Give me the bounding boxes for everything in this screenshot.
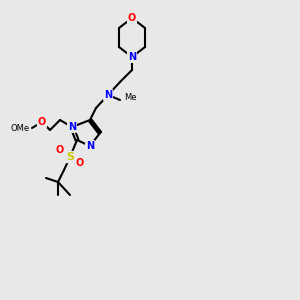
Text: O: O	[56, 145, 64, 155]
Text: N: N	[128, 52, 136, 62]
Text: O: O	[128, 13, 136, 23]
Text: Me: Me	[124, 94, 136, 103]
Text: N: N	[86, 141, 94, 151]
Text: S: S	[66, 152, 74, 162]
Text: O: O	[76, 158, 84, 168]
Text: N: N	[68, 122, 76, 132]
Text: N: N	[104, 90, 112, 100]
Text: O: O	[38, 117, 46, 127]
Text: OMe: OMe	[11, 124, 30, 133]
